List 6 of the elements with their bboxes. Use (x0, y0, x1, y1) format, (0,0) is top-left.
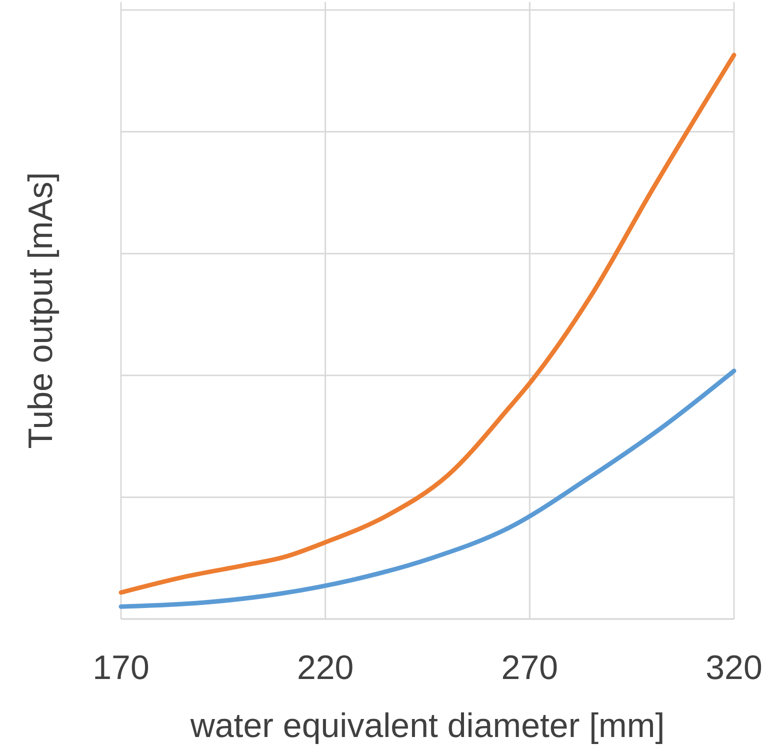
x-tick-label: 270 (501, 649, 558, 687)
x-tick-label: 170 (92, 649, 150, 687)
x-tick-label: 220 (296, 649, 354, 687)
y-axis-title: Tube output [mAs] (22, 172, 60, 449)
x-tick-label: 320 (706, 649, 762, 687)
x-axis-title: water equivalent diameter [mm] (189, 707, 665, 745)
